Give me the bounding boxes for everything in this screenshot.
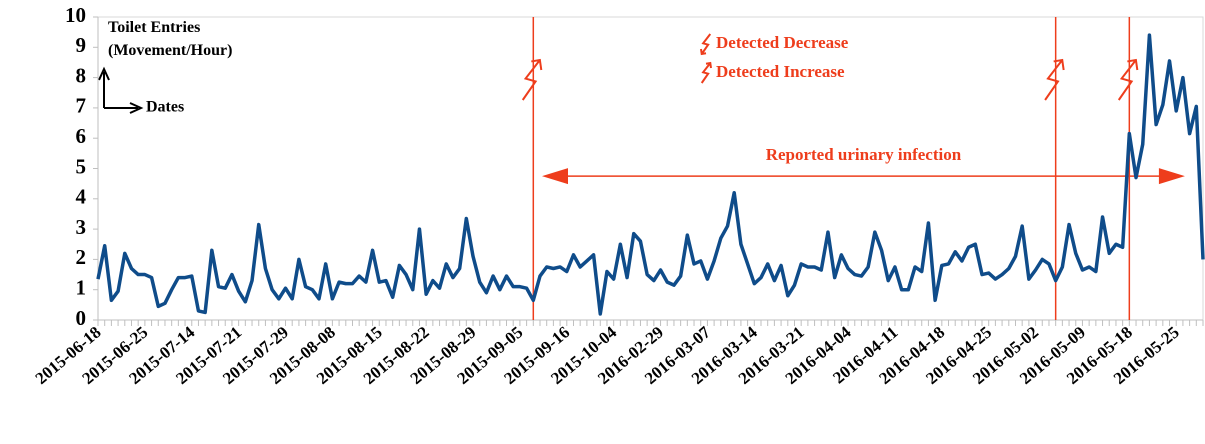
line-series [96, 33, 1205, 316]
y-tick-label: 0 [76, 306, 87, 330]
plot-frame [97, 16, 1204, 321]
legend-label: Detected Increase [716, 62, 845, 81]
x-label: Dates [146, 99, 184, 116]
interval-label: Reported urinary infection [766, 145, 962, 164]
y-tick-label: 3 [76, 215, 87, 239]
y-tick-label: 8 [76, 63, 87, 87]
y-tick-label: 10 [65, 3, 86, 27]
y-label: Toilet Entries [108, 19, 200, 36]
y-tick-label: 4 [76, 185, 87, 209]
event-icon [1117, 58, 1139, 101]
y-tick-label: 6 [76, 124, 87, 148]
legend-icon [700, 61, 712, 84]
y-tick-label: 2 [76, 245, 87, 269]
y-tick-label: 9 [76, 33, 87, 57]
y-label: (Movement/Hour) [108, 42, 232, 59]
y-tick-label: 5 [76, 154, 87, 178]
legend-icon [700, 33, 712, 56]
axes-icon [98, 66, 144, 114]
event-icon [1044, 58, 1065, 101]
event-icon [521, 58, 543, 101]
legend-label: Detected Decrease [716, 33, 849, 52]
y-tick-label: 1 [76, 276, 87, 300]
y-tick-label: 7 [76, 94, 87, 118]
